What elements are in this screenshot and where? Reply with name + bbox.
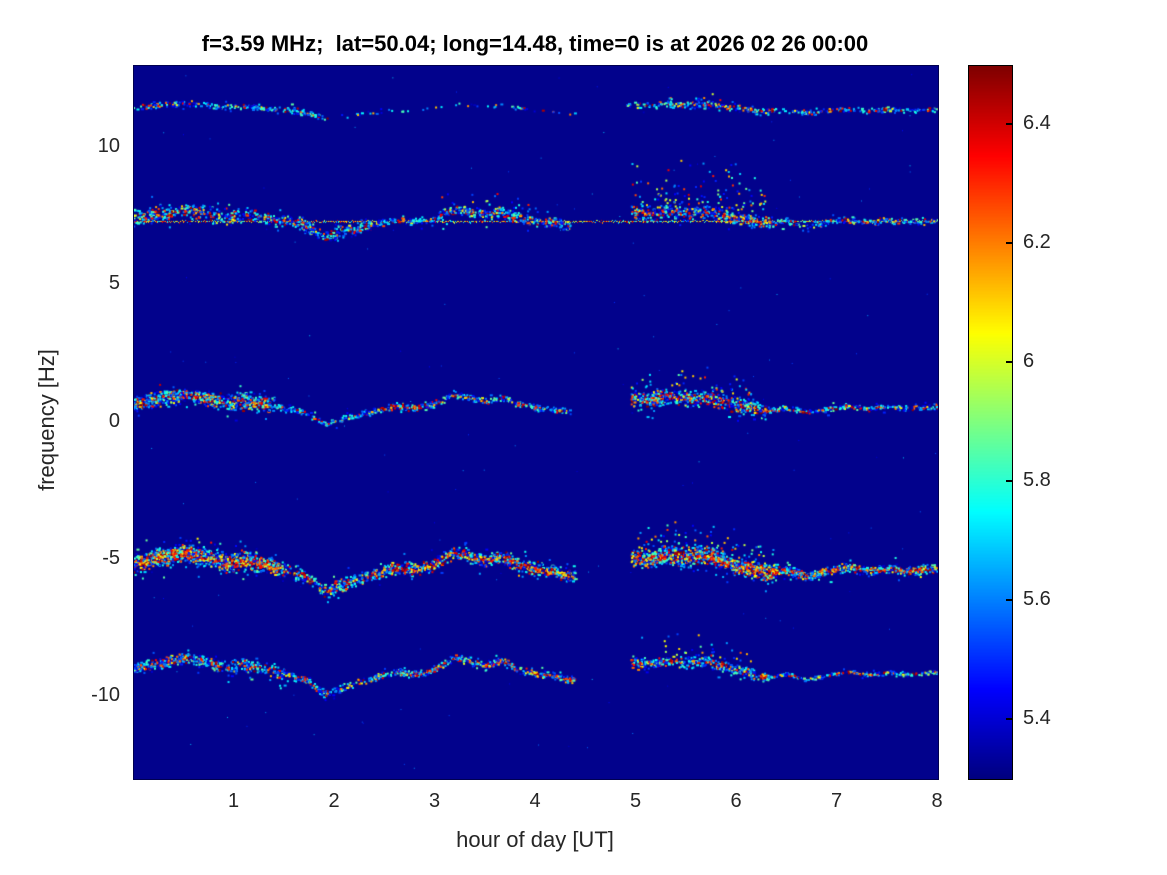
x-tick-label-6: 6 [730,790,742,812]
x-tick-label-7: 7 [830,790,843,812]
x-tick-label-4: 4 [529,790,541,812]
y-tick-label-0: 0 [108,409,120,432]
x-tick-label-3: 3 [428,790,441,812]
colorbar-tick-label-6.4: 6.4 [1023,112,1051,135]
colorbar-tick-label-5.4: 5.4 [1023,706,1051,729]
colorbar-tick-mark [1006,598,1013,601]
x-tick-label-8: 8 [931,790,943,812]
y-tick-label--10: -10 [91,683,120,706]
spectrogram-plot-canvas [133,65,939,780]
colorbar-tick-label-5.8: 5.8 [1023,468,1051,491]
colorbar-tick-mark [1006,479,1013,482]
y-tick-label-5: 5 [108,272,120,295]
y-tick-label--5: -5 [102,546,120,569]
colorbar-tick-label-6: 6 [1023,350,1035,373]
colorbar-tick-label-6.2: 6.2 [1023,231,1051,254]
colorbar-tick-mark [1006,361,1013,364]
x-tick-label-1: 1 [227,790,240,812]
colorbar-tick-mark [1006,123,1013,126]
y-tick-label-10: 10 [97,135,120,158]
chart-title: f=3.59 MHz; lat=50.04; long=14.48, time=… [201,31,869,56]
x-tick-label-5: 5 [629,790,642,812]
x-axis-label: hour of day [UT] [456,827,614,852]
colorbar-tick-mark [1006,242,1013,245]
colorbar-tick-label-5.6: 5.6 [1023,587,1051,610]
colorbar-tick-mark [1006,717,1013,720]
colorbar-canvas [968,65,1013,780]
x-tick-label-2: 2 [328,790,340,812]
